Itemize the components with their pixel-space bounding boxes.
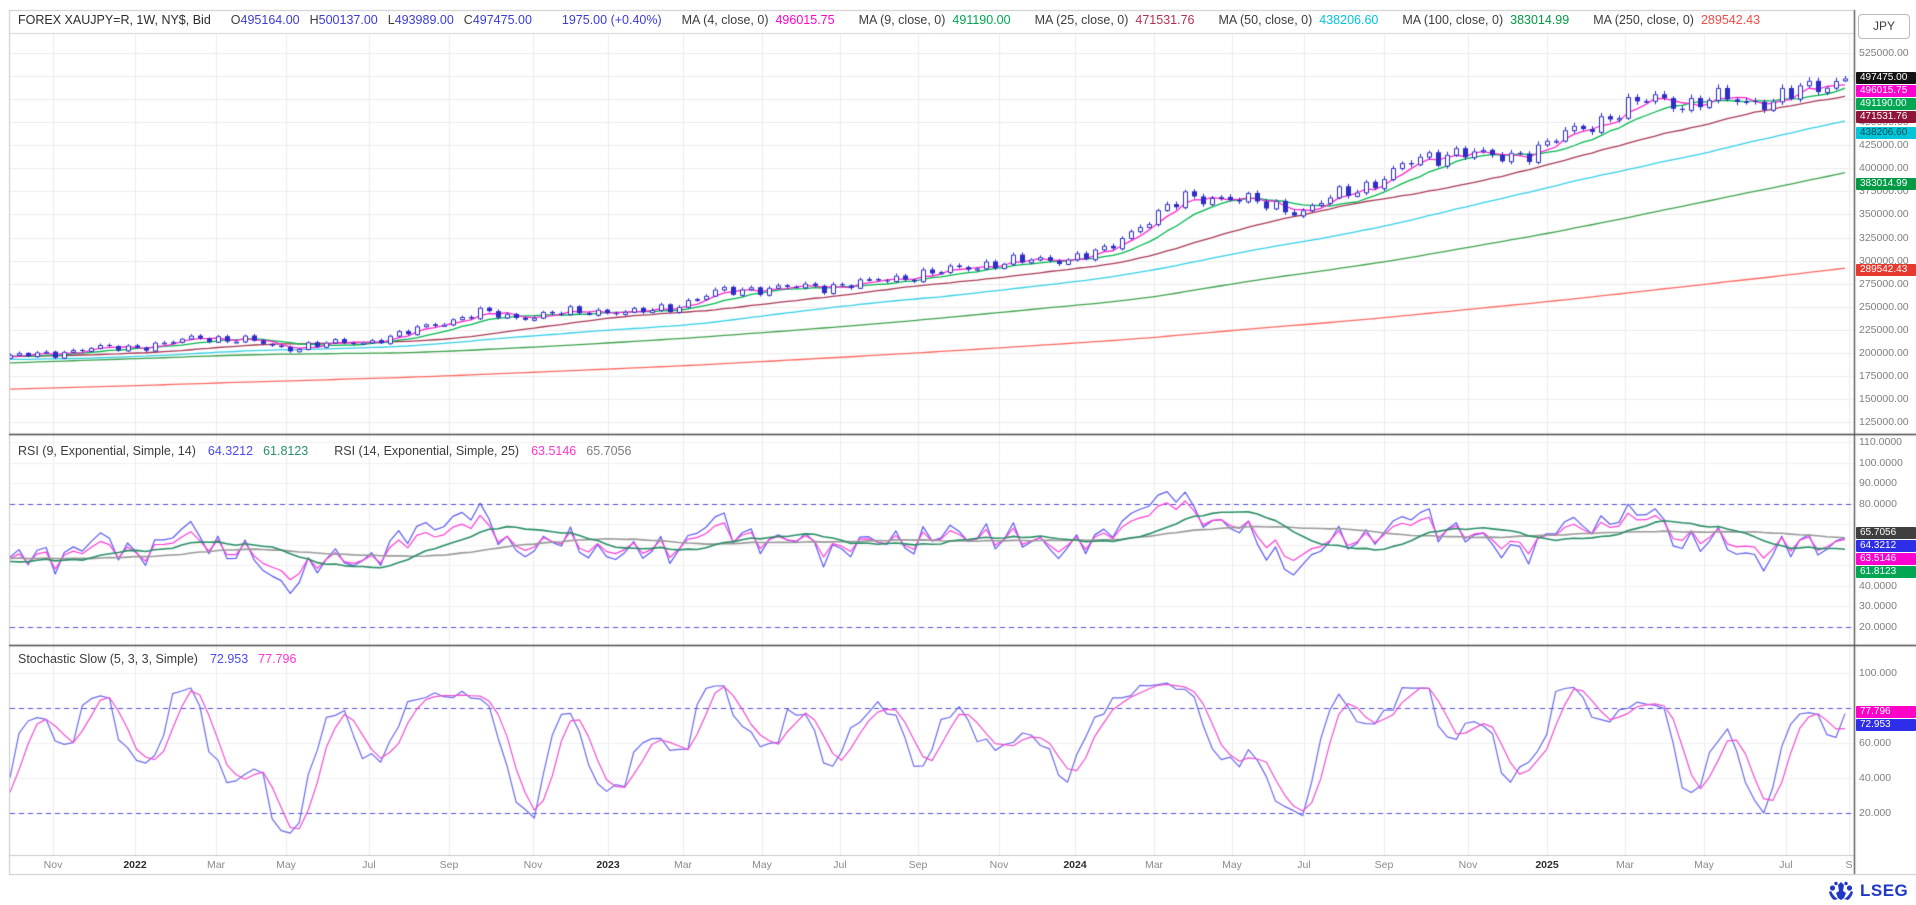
rsi-axis-label: 80.0000 (1859, 497, 1897, 510)
lseg-crest-icon (1829, 881, 1853, 900)
price-axis-label: 275000.00 (1859, 277, 1909, 290)
stoch-axis-label: 60.000 (1859, 737, 1892, 749)
rsi-legend[interactable]: RSI (9, Exponential, Simple, 14) 64.3212… (18, 444, 631, 458)
rsi-value-box: 65.7056 (1856, 527, 1916, 540)
stoch-axis-label: 20.000 (1859, 807, 1892, 819)
ma-legend-item[interactable]: MA (100, close, 0) 383014.99 (1402, 13, 1570, 27)
price-value-box: 496015.75 (1856, 85, 1916, 98)
time-axis-label: Nov (43, 859, 63, 871)
time-axis-label: Nov (523, 859, 543, 871)
time-axis-label: Jul (1779, 859, 1793, 871)
time-axis-label: 2022 (123, 859, 147, 871)
rsi-value: 64.3212 (207, 444, 254, 458)
ohlc-item: O495164.00 (230, 13, 300, 27)
price-axis-label: 525000.00 (1859, 47, 1909, 59)
time-axis-label: Mar (1615, 859, 1635, 871)
stoch-value-box: 72.953 (1856, 718, 1916, 731)
price-axis-label: 375000.00 (1859, 185, 1909, 198)
time-axis-label: 2024 (1063, 859, 1087, 871)
stoch-value-box: 77.796 (1856, 705, 1916, 718)
rsi-values-1: 64.3212 61.8123 (208, 444, 308, 458)
rsi-values-2: 63.5146 65.7056 (531, 444, 631, 458)
rsi-value-box: 64.3212 (1856, 540, 1916, 553)
time-axis-label: Sep (908, 859, 928, 871)
ma-legend: MA (4, close, 0) 496015.75 MA (9, close, 0… (682, 13, 1760, 27)
price-axis-label: 300000.00 (1859, 254, 1909, 267)
ma-legend-item[interactable]: MA (4, close, 0) 496015.75 (681, 13, 835, 27)
stochastic-legend[interactable]: Stochastic Slow (5, 3, 3, Simple) 72.953… (18, 652, 296, 666)
price-axis-label: 150000.00 (1859, 392, 1909, 405)
price-value-box: 491190.00 (1856, 98, 1916, 111)
time-axis-label: May (752, 859, 772, 871)
time-axis-label: 2023 (596, 859, 620, 871)
price-axis-label: 350000.00 (1859, 208, 1909, 221)
rsi-axis-label: 40.0000 (1859, 579, 1897, 592)
price-axis-label: 125000.00 (1859, 416, 1909, 428)
time-axis-label: May (1222, 859, 1242, 871)
time-axis-label: 2025 (1535, 859, 1559, 871)
rsi-value: 63.5146 (531, 444, 577, 458)
time-axis-label: Nov (1458, 859, 1478, 871)
time-axis-label: Mar (206, 859, 226, 871)
rsi-value: 61.8123 (263, 444, 309, 458)
time-axis-label: Jul (362, 859, 376, 871)
ohlc-item: L493989.00 (387, 13, 454, 27)
price-axis-label: 325000.00 (1859, 231, 1909, 244)
stoch-axis-label: 100.000 (1859, 667, 1897, 679)
price-value-box: 497475.00 (1856, 72, 1916, 85)
price-value-box: 471531.76 (1856, 111, 1916, 124)
rsi-axis-label: 90.0000 (1859, 477, 1897, 490)
time-axis-label: Mar (673, 859, 693, 871)
lseg-logo: LSEG (1828, 880, 1908, 902)
ma-legend-item[interactable]: MA (9, close, 0) 491190.00 (858, 13, 1011, 27)
stochastic-title: Stochastic Slow (5, 3, 3, Simple) (18, 652, 198, 666)
time-axis-label: May (1694, 859, 1714, 871)
price-axis-label: 175000.00 (1859, 369, 1909, 382)
time-axis-label: Jul (1297, 859, 1311, 871)
price-axis-label: 225000.00 (1859, 323, 1909, 336)
time-axis-label: Sep (1374, 859, 1394, 871)
stoch-axis-label: 40.000 (1859, 772, 1892, 784)
currency-axis-button[interactable]: JPY (1858, 14, 1910, 39)
ma-legend-item[interactable]: MA (25, close, 0) 471531.76 (1034, 13, 1195, 27)
time-axis-label: Nov (989, 859, 1009, 871)
time-axis-label: Jul (833, 859, 847, 871)
rsi-value: 65.7056 (586, 444, 632, 458)
symbol-title[interactable]: FOREX XAUJPY=R, 1W, NY$, Bid (18, 13, 211, 27)
rsi-axis-label: 110.0000 (1859, 436, 1903, 448)
rsi-value-box: 61.8123 (1856, 566, 1916, 579)
price-axis-label: 425000.00 (1859, 139, 1909, 152)
price-axis-label: 400000.00 (1859, 162, 1909, 175)
rsi-axis-label: 100.0000 (1859, 456, 1903, 469)
rsi-axis-label: 30.0000 (1859, 600, 1897, 613)
stochastic-value: 72.953 (209, 652, 249, 666)
price-axis-label: 200000.00 (1859, 346, 1909, 359)
lseg-logo-text: LSEG (1860, 881, 1909, 900)
ma-legend-item[interactable]: MA (50, close, 0) 438206.60 (1218, 13, 1379, 27)
change-value: 1975.00 (+0.40%) (561, 13, 662, 27)
price-value-box: 438206.60 (1856, 127, 1916, 140)
price-value-box: 383014.99 (1856, 177, 1916, 190)
rsi-axis-label: 20.0000 (1859, 621, 1897, 633)
price-value-box: 289542.43 (1856, 264, 1916, 277)
rsi-title-1: RSI (9, Exponential, Simple, 14) (18, 444, 196, 458)
ohlc-item: C497475.00 (463, 13, 532, 27)
chart-header: FOREX XAUJPY=R, 1W, NY$, Bid O495164.00 H… (18, 13, 1760, 27)
rsi-title-2: RSI (14, Exponential, Simple, 25) (334, 444, 520, 458)
ohlc-item: H500137.00 (309, 13, 378, 27)
time-axis-label: S (1845, 859, 1853, 871)
ohlc-values: O495164.00 H500137.00 L493989.00 C497475.00 (231, 13, 542, 27)
time-axis-label: May (276, 859, 296, 871)
time-axis-label: Sep (439, 859, 459, 871)
time-axis-label: Mar (1144, 859, 1164, 871)
stochastic-value: 77.796 (258, 652, 297, 666)
price-axis-label: 250000.00 (1859, 300, 1909, 313)
ma-legend-item[interactable]: MA (250, close, 0) 289542.43 (1593, 13, 1761, 27)
rsi-value-box: 63.5146 (1856, 553, 1916, 566)
stochastic-values: 72.953 77.796 (210, 652, 296, 666)
